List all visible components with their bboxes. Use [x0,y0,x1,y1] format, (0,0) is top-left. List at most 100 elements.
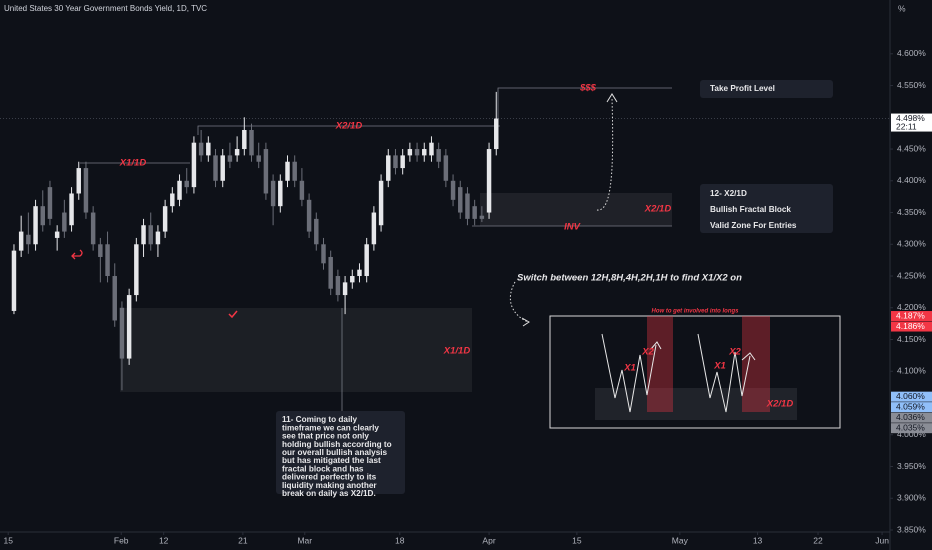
inset-label: X1 [623,363,636,374]
annotation: $$$ [579,83,597,94]
y-tick-label: 4.000% [897,429,926,439]
candle-body [450,180,456,200]
return-icon [71,249,83,260]
x-tick-label: 18 [395,535,405,545]
candle-body [306,199,312,232]
callout-text: delivered perfectly to its [282,473,377,482]
candle-body [206,142,211,156]
candle-body [292,161,297,181]
candle-body [285,161,290,181]
y-tick-label: 4.550% [897,80,926,90]
candle-body [386,155,391,181]
x-tick-label: 15 [572,535,582,545]
candle-body [234,149,240,156]
callout-text: see that price not only [282,432,369,441]
callout-text: liquidity making another [282,481,377,490]
inset-title: How to get involved into longs [652,309,740,315]
countdown: 22:11 [896,121,917,131]
inset-path [601,333,657,413]
candle-body [141,225,146,245]
callout-text: Bullish Fractal Block [710,205,791,214]
candle-body [148,225,153,245]
inset-label: X2/1D [766,399,794,410]
arrow-head [521,317,530,327]
inset: How to get involved into longs X1 X2 X1 … [549,309,841,429]
price-badge-label: 4.060% [896,391,925,401]
inset-column [647,316,673,412]
candle-body [220,155,225,181]
price-badge-label: 4.059% [896,401,925,411]
candle-body [69,193,74,226]
candle-body [436,149,441,162]
callout-text: Take Profit Level [710,84,775,93]
arrow-head [606,93,618,103]
price-badge [891,412,932,423]
callout-text: our overall bullish analysis [282,448,388,457]
candle-body [371,212,377,245]
x2-line [197,125,500,135]
price-badge [891,402,932,413]
inset-frame [549,315,841,429]
check-icon [228,310,238,319]
arrow [596,97,614,211]
callout-text: break on daily as X2/1D. [282,489,376,498]
candle-body [328,256,333,289]
x-tick-label: 12 [159,535,169,545]
y-tick-label: 4.300% [897,239,926,249]
annotation: X1/1D [443,346,471,357]
candle-body [213,155,218,181]
candle-body [414,149,420,156]
callout-text: 11- Coming to daily [282,415,358,424]
x-tick-label: 22 [813,535,823,545]
y-tick-label: 3.950% [897,461,926,471]
callout-box [700,184,833,233]
price-badge [891,391,932,402]
candle-body [198,142,204,156]
x-tick-label: Mar [297,535,312,545]
x-tick-label: 13 [753,535,763,545]
x2-zone [480,193,672,226]
candle-body [126,295,132,359]
y-tick-label: 3.850% [897,524,926,534]
candle-body [335,276,341,296]
candle-body [227,155,233,162]
x-tick-label: May [672,535,689,545]
candle-body [270,180,276,207]
price-badge-label: 4.036% [896,412,925,422]
callout-box [276,411,405,494]
candle-body [47,187,53,219]
y-tick-label: 4.350% [897,207,926,217]
candle-body [184,180,189,188]
candle-body [105,244,110,277]
price-badge-label: 4.186% [896,321,925,331]
candle-body [321,244,326,264]
inset-arrow [650,341,756,361]
chart-title: United States 30 Year Government Bonds Y… [4,4,207,13]
candle-body [191,142,197,188]
x1-zone [120,308,472,392]
candle-body [443,155,449,181]
candle-body [98,244,103,257]
callout-text: but has mitigated the last [282,456,381,465]
candle-body [342,282,348,296]
candle-body [486,149,492,213]
x-tick-label: Feb [114,535,129,545]
candle-body [429,142,434,156]
x-tick-label: 15 [3,535,13,545]
candle-body [314,218,319,245]
candle-body [378,180,384,226]
price-badge-label: 4.035% [896,422,925,432]
candle-body [263,149,269,194]
candle-body [479,215,485,219]
price-badge-label: 4.498% [896,113,925,123]
candle-body [350,276,355,283]
candle-body [422,149,427,156]
candle-body [162,206,168,232]
candle-body [26,234,31,245]
callout-text: fractal block and has [282,464,364,473]
x-tick-label: Apr [482,535,495,545]
y-tick-label: 3.900% [897,493,926,503]
y-tick-label: 4.250% [897,270,926,280]
annotation: INV [564,222,581,233]
